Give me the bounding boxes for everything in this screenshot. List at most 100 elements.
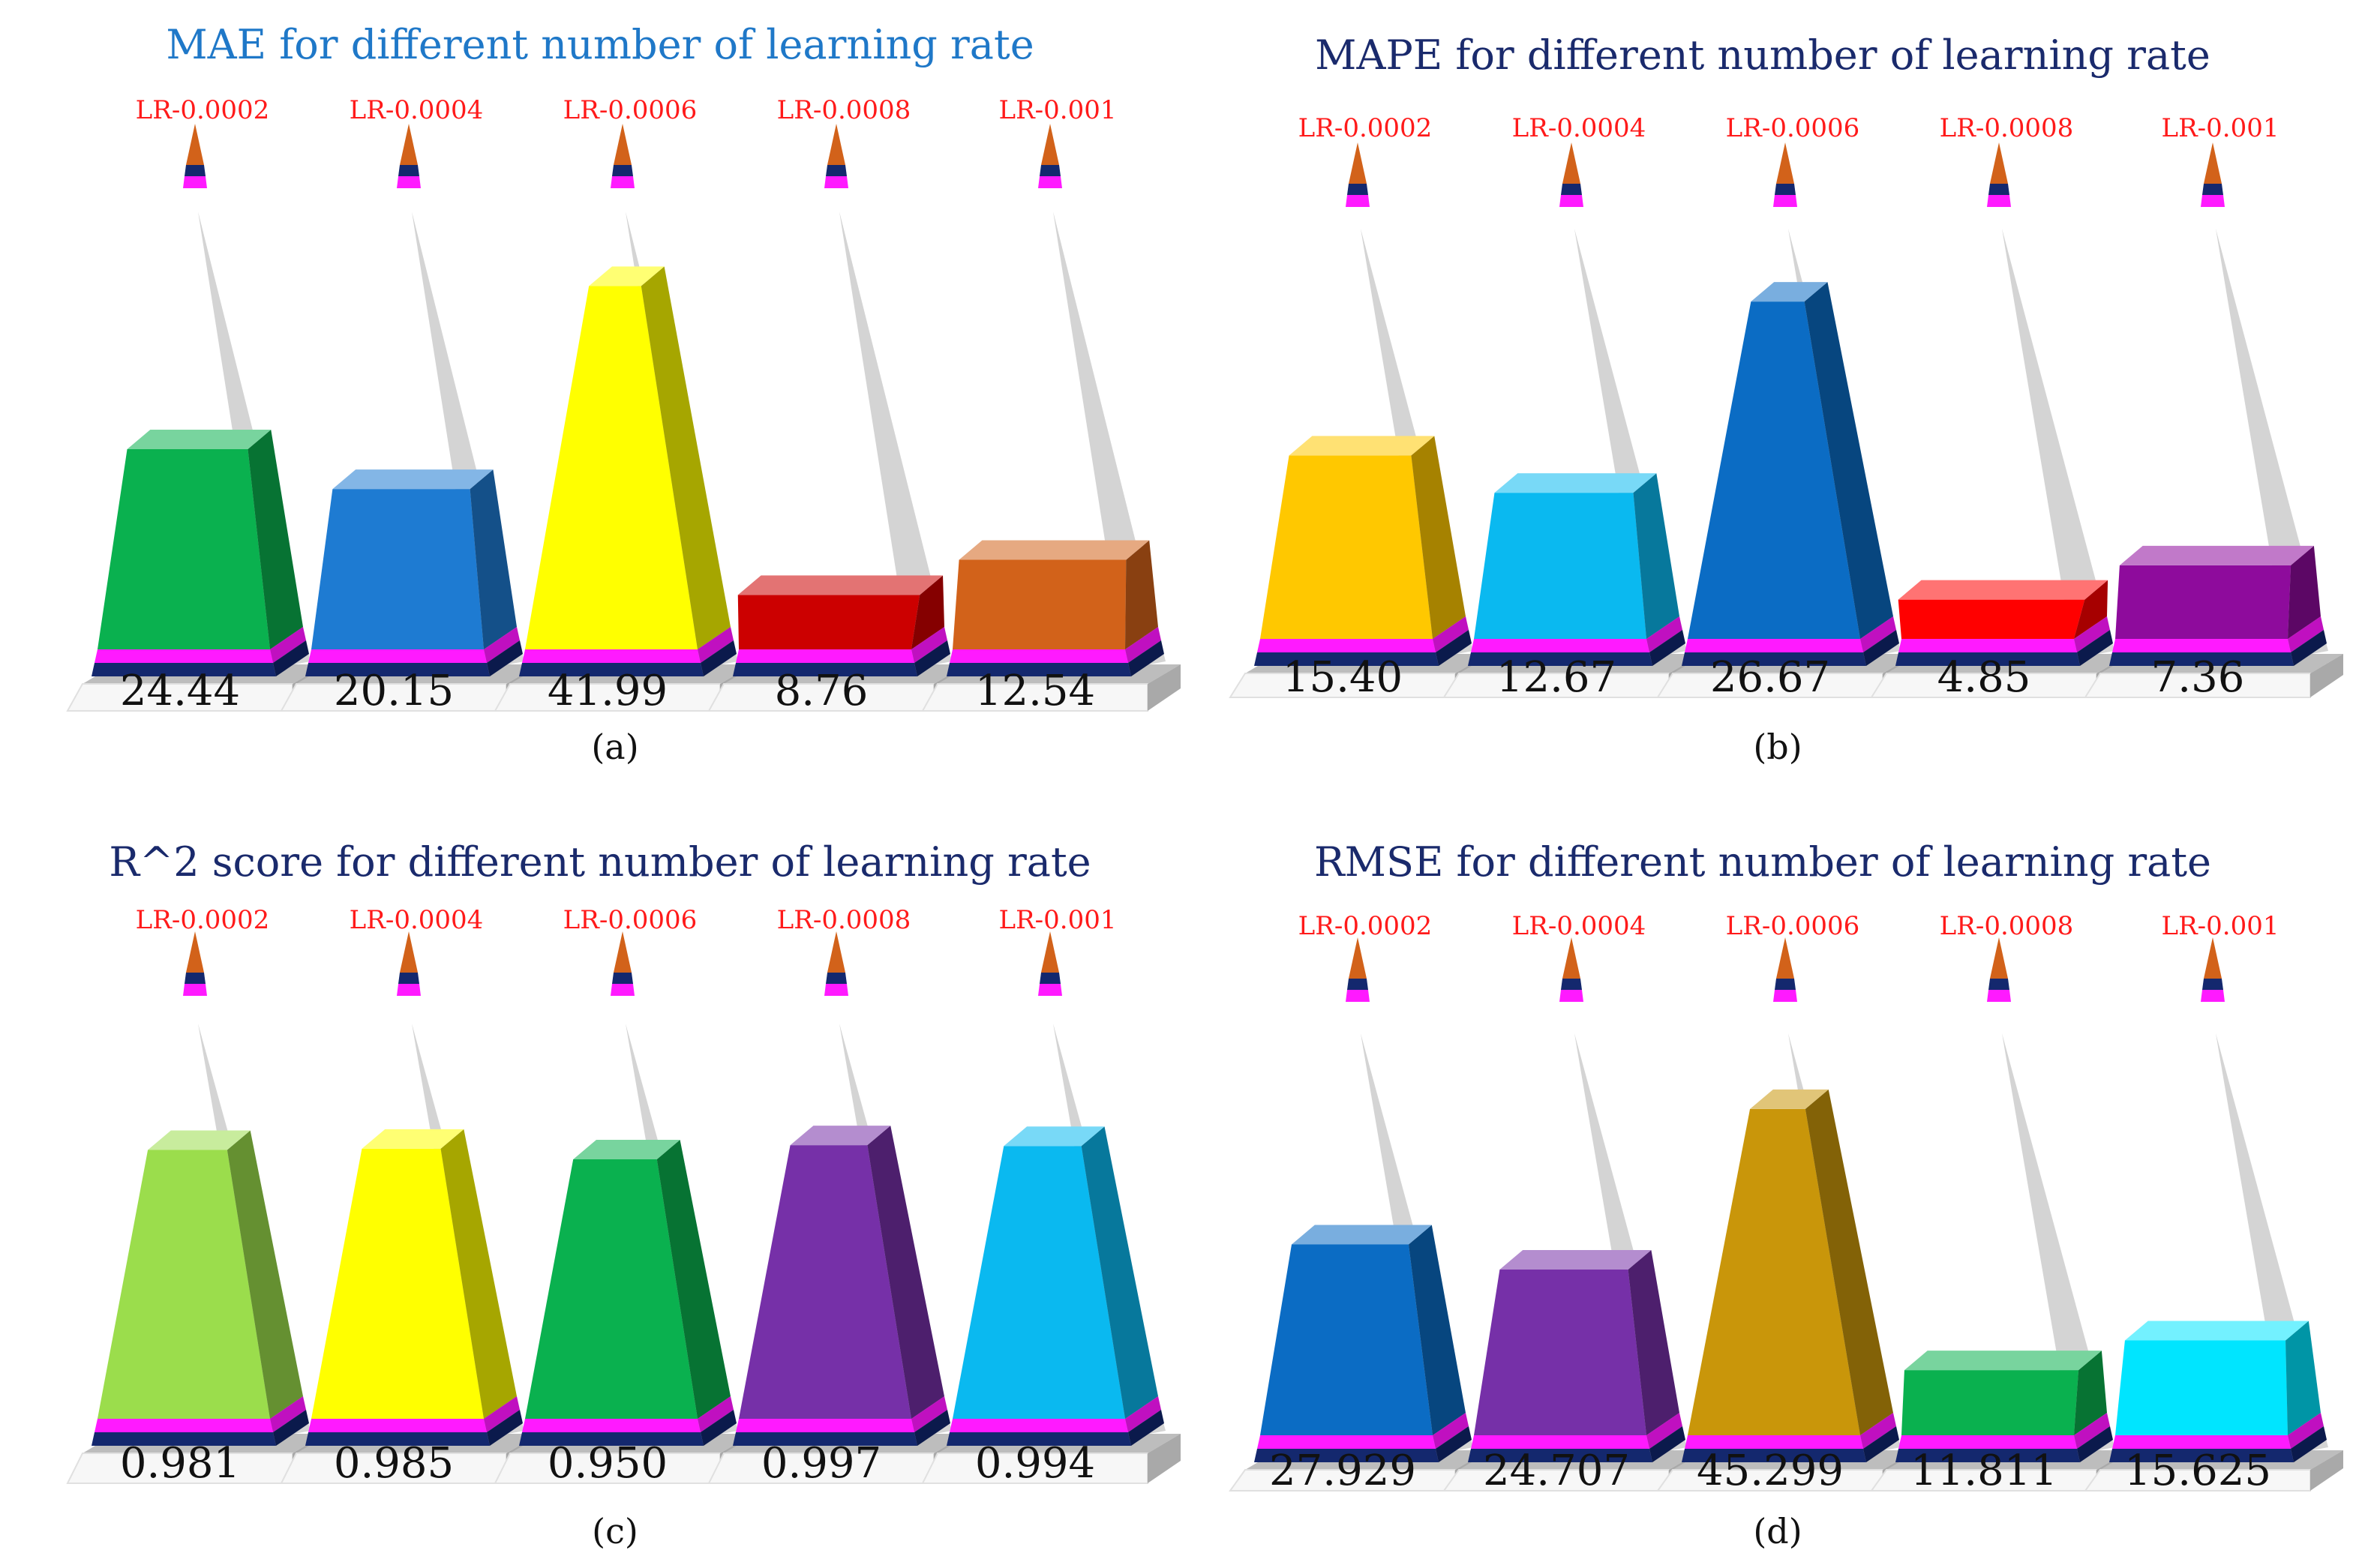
chart-panel-a: MAE for different number of learning rat…	[66, 21, 1181, 767]
category-label: LR-0.0006	[563, 95, 698, 125]
value-label: 15.625	[2124, 1447, 2271, 1495]
pyramid-bar-3: LR-0.0006 0.950	[494, 905, 753, 1488]
apex-band-navy	[826, 973, 847, 984]
band-magenta	[308, 649, 487, 663]
chart-title: R^2 score for different number of learni…	[109, 838, 1091, 886]
band-magenta	[736, 649, 914, 663]
bar-top	[362, 1129, 464, 1149]
bar-side	[2288, 545, 2321, 639]
band-navy-side	[1649, 1426, 1685, 1462]
chart-panel-d: RMSE for different number of learning ra…	[1229, 838, 2343, 1552]
chart-caption: (d)	[1753, 1511, 1802, 1552]
chart-title: MAE for different number of learning rat…	[166, 21, 1034, 68]
band-magenta-side	[1860, 616, 1896, 652]
apex-band-navy	[612, 973, 633, 984]
apex-band-navy	[1040, 165, 1061, 176]
bar-front	[1260, 1244, 1433, 1435]
bar-front	[311, 489, 484, 649]
apex-cap	[400, 931, 418, 973]
band-navy-side	[2291, 630, 2327, 666]
bar-top	[1898, 580, 2108, 600]
pyramid-bar-2: LR-0.0004 12.67	[1442, 113, 1702, 702]
apex-band-navy	[2202, 184, 2223, 195]
band-navy-side	[1128, 640, 1164, 676]
category-label: LR-0.0004	[350, 95, 484, 125]
bar-top	[1494, 473, 1657, 493]
bar-top	[959, 540, 1150, 560]
bar-front	[1688, 1108, 1860, 1435]
category-label: LR-0.0006	[563, 905, 698, 935]
apex-band-magenta	[397, 176, 421, 188]
bar-top	[589, 266, 665, 286]
band-magenta-side	[270, 1396, 306, 1432]
value-label: 0.994	[975, 1439, 1095, 1488]
bar-side	[1628, 1250, 1679, 1435]
apex-band-navy	[2202, 979, 2223, 990]
apex-cap	[827, 124, 845, 165]
apex-cap	[1041, 124, 1059, 165]
band-navy	[519, 1432, 704, 1446]
band-magenta-side	[1125, 627, 1161, 663]
category-label: LR-0.0006	[1726, 113, 1860, 143]
band-magenta	[1471, 639, 1649, 652]
apex-band-magenta	[1773, 195, 1797, 207]
value-label: 26.67	[1710, 653, 1830, 702]
apex-band-magenta	[1559, 195, 1583, 207]
bar-front	[2115, 1340, 2288, 1435]
band-navy	[947, 1432, 1131, 1446]
value-label: 8.76	[775, 667, 869, 715]
band-navy	[92, 663, 276, 676]
band-navy	[2109, 652, 2294, 666]
bar-top	[1499, 1250, 1652, 1270]
value-label: 12.67	[1496, 653, 1616, 702]
band-magenta-side	[2074, 1413, 2110, 1449]
apex-band-magenta	[824, 984, 848, 996]
category-label: LR-0.0008	[1940, 113, 2074, 143]
apex-band-navy	[1561, 979, 1582, 990]
pyramid-bar-1: LR-0.0002 15.40	[1229, 113, 1488, 702]
band-navy-side	[487, 640, 523, 676]
band-navy-side	[2077, 1426, 2113, 1462]
category-label: LR-0.0002	[1298, 113, 1433, 143]
apex-band-navy	[1347, 979, 1368, 990]
band-magenta-side	[1125, 1396, 1161, 1432]
apex-cap	[2204, 937, 2222, 979]
apex-band-magenta	[2201, 990, 2225, 1002]
value-label: 0.997	[761, 1439, 881, 1488]
apex-cap	[1776, 142, 1794, 184]
band-magenta-side	[1646, 1413, 1682, 1449]
bar-top	[2119, 545, 2314, 565]
band-navy	[1682, 652, 1866, 666]
apex-cap	[614, 124, 632, 165]
pyramid-bar-4: LR-0.0008 0.997	[707, 905, 967, 1488]
band-navy-side	[2291, 1426, 2327, 1462]
band-navy	[1895, 652, 2080, 666]
band-navy-side	[1436, 1426, 1472, 1462]
apex-band-navy	[398, 165, 419, 176]
bar-front	[525, 286, 698, 649]
band-navy	[733, 663, 917, 676]
apex-cap	[1990, 937, 2008, 979]
apex-band-magenta	[183, 176, 207, 188]
apex-band-navy	[1988, 979, 2009, 990]
band-magenta-side	[2074, 616, 2110, 652]
band-magenta-side	[698, 1396, 734, 1432]
bar-side	[1408, 1225, 1466, 1435]
band-magenta	[1685, 639, 1863, 652]
apex-cap	[827, 931, 845, 973]
chart-caption: (b)	[1753, 727, 1802, 767]
band-navy-side	[1649, 630, 1685, 666]
apex-band-navy	[185, 165, 206, 176]
value-label: 41.99	[548, 667, 668, 715]
bar-side	[2285, 1321, 2321, 1435]
pyramid-bar-1: LR-0.0002 27.929	[1229, 911, 1488, 1495]
bar-top	[790, 1126, 891, 1146]
bar-front	[98, 448, 270, 649]
bar-side	[1804, 282, 1893, 639]
chart-title: RMSE for different number of learning ra…	[1314, 838, 2211, 886]
bar-side	[911, 575, 944, 649]
band-magenta-side	[484, 1396, 520, 1432]
apex-band-magenta	[611, 984, 635, 996]
value-label: 24.44	[120, 667, 240, 715]
band-magenta	[2112, 639, 2291, 652]
